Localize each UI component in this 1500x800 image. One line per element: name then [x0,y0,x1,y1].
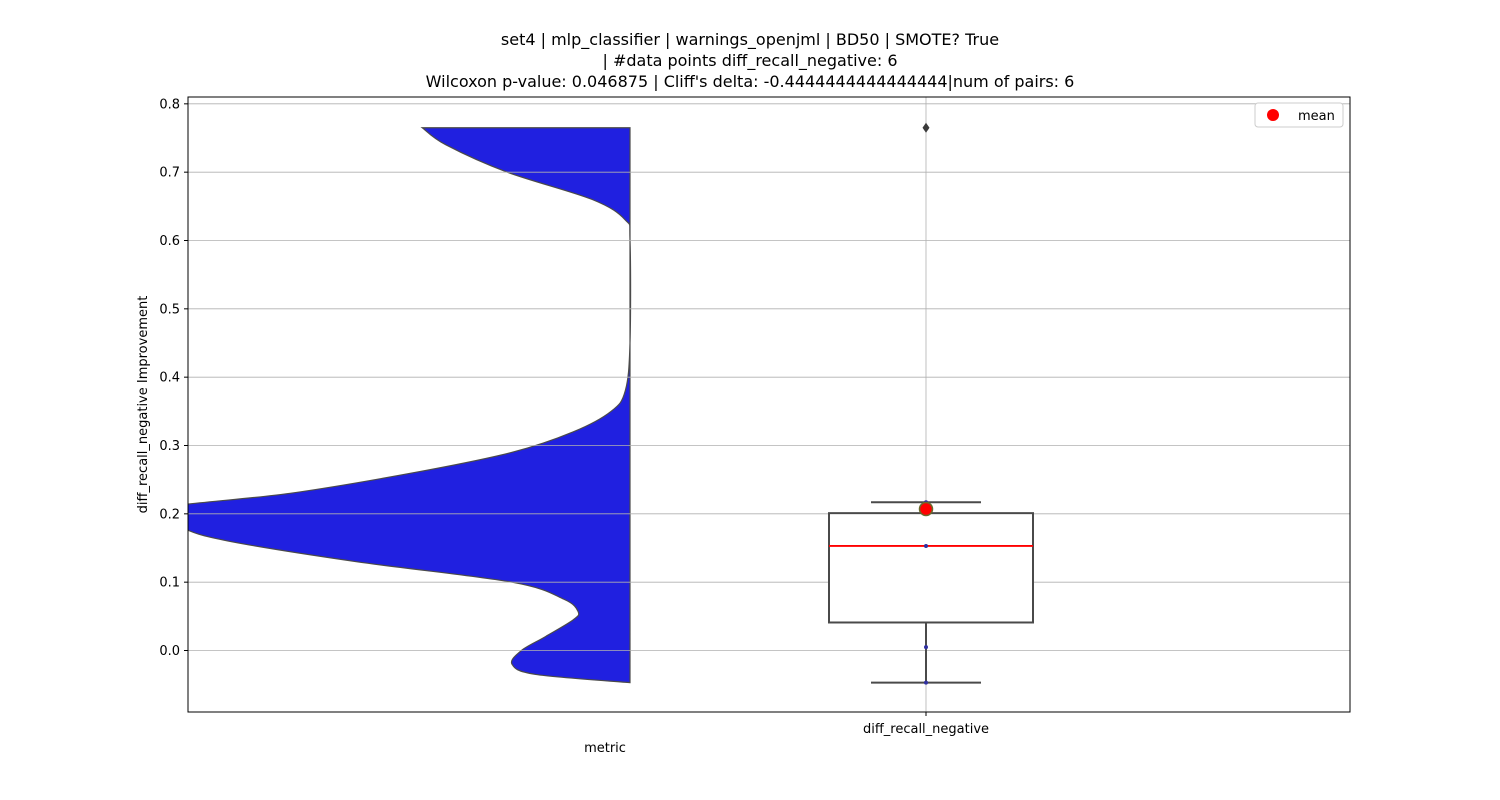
y-tick-label: 0.8 [159,97,180,112]
violin-body [188,127,632,684]
axes-frame [187,96,1351,713]
x-axis-label: metric [584,741,626,756]
y-tick-label: 0.3 [159,439,180,454]
y-axis-label: diff_recall_negative Improvement [136,296,151,514]
outlier-marker [922,122,930,133]
legend-mean-swatch [1267,109,1279,121]
legend-mean-label: mean [1298,109,1335,124]
y-tick-label: 0.5 [159,302,180,317]
data-point [924,645,928,650]
y-tick-label: 0.6 [159,234,180,249]
data-point [924,543,928,548]
data-point [924,680,928,685]
chart-title-line-2: | #data points diff_recall_negative: 6 [602,51,898,70]
chart-title-line-1: set4 | mlp_classifier | warnings_openjml… [500,30,1000,49]
y-tick-label: 0.0 [159,644,180,659]
y-tick-label: 0.4 [159,371,180,386]
box-iqr [828,512,1034,624]
y-tick-label: 0.2 [159,507,180,522]
mean-marker [918,501,934,517]
y-tick-label: 0.1 [159,576,180,591]
y-tick-label: 0.7 [159,166,180,181]
legend-box [1254,102,1344,128]
x-tick-label: diff_recall_negative [863,722,989,737]
chart-title-line-3: Wilcoxon p-value: 0.046875 | Cliff's del… [425,72,1075,91]
